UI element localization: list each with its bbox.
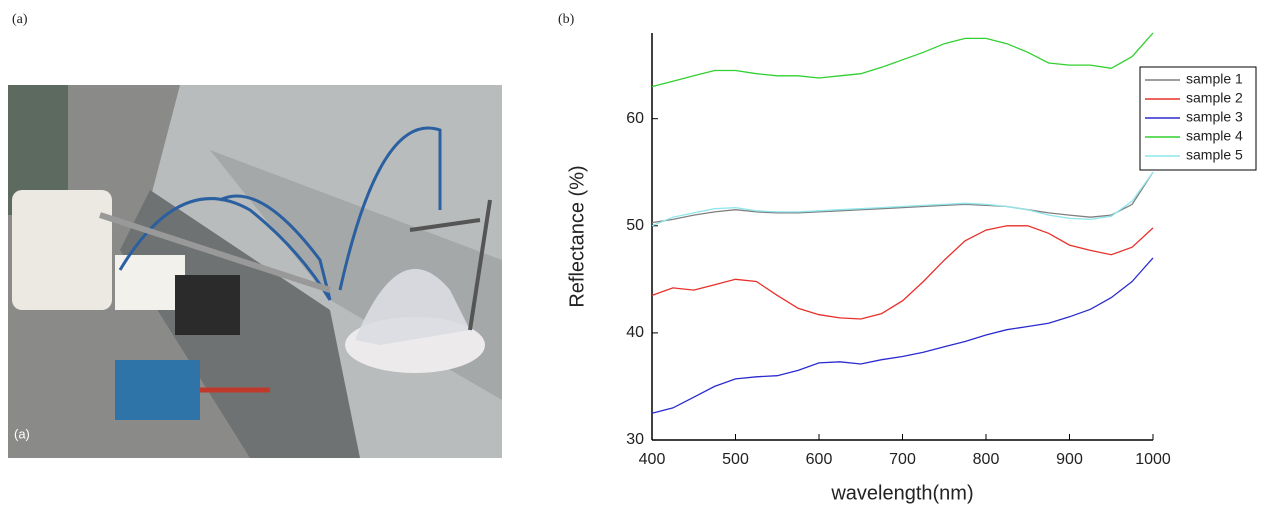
panel-label: (a) (12, 12, 28, 27)
series-line (651, 225, 1154, 320)
x-tick-label: 700 (889, 451, 916, 468)
series-line (651, 171, 1154, 227)
legend-label: sample 5 (1186, 147, 1243, 163)
y-tick-label: 30 (626, 431, 644, 448)
legend-label: sample 2 (1186, 90, 1243, 106)
x-tick-label: 800 (973, 451, 1000, 468)
y-tick-label: 50 (626, 217, 644, 234)
series-line (651, 32, 1154, 88)
series-line (651, 257, 1154, 414)
photo-label: (a) (14, 426, 30, 441)
legend-label: sample 4 (1186, 128, 1243, 144)
x-tick-label: 600 (806, 451, 833, 468)
x-tick-label: 400 (639, 451, 666, 468)
y-axis-title: Reflectance (%) (566, 165, 588, 307)
x-axis-title: wavelength(nm) (830, 482, 973, 504)
y-tick-label: 40 (626, 324, 644, 341)
panel-label: (b) (558, 12, 575, 27)
legend-label: sample 3 (1186, 109, 1243, 125)
x-tick-label: 900 (1056, 451, 1083, 468)
photo: (a) (8, 85, 502, 458)
x-tick-label: 500 (722, 451, 749, 468)
x-tick-label: 1000 (1135, 451, 1171, 468)
series-line (651, 171, 1154, 224)
legend-label: sample 1 (1186, 71, 1243, 87)
y-tick-label: 60 (626, 110, 644, 127)
